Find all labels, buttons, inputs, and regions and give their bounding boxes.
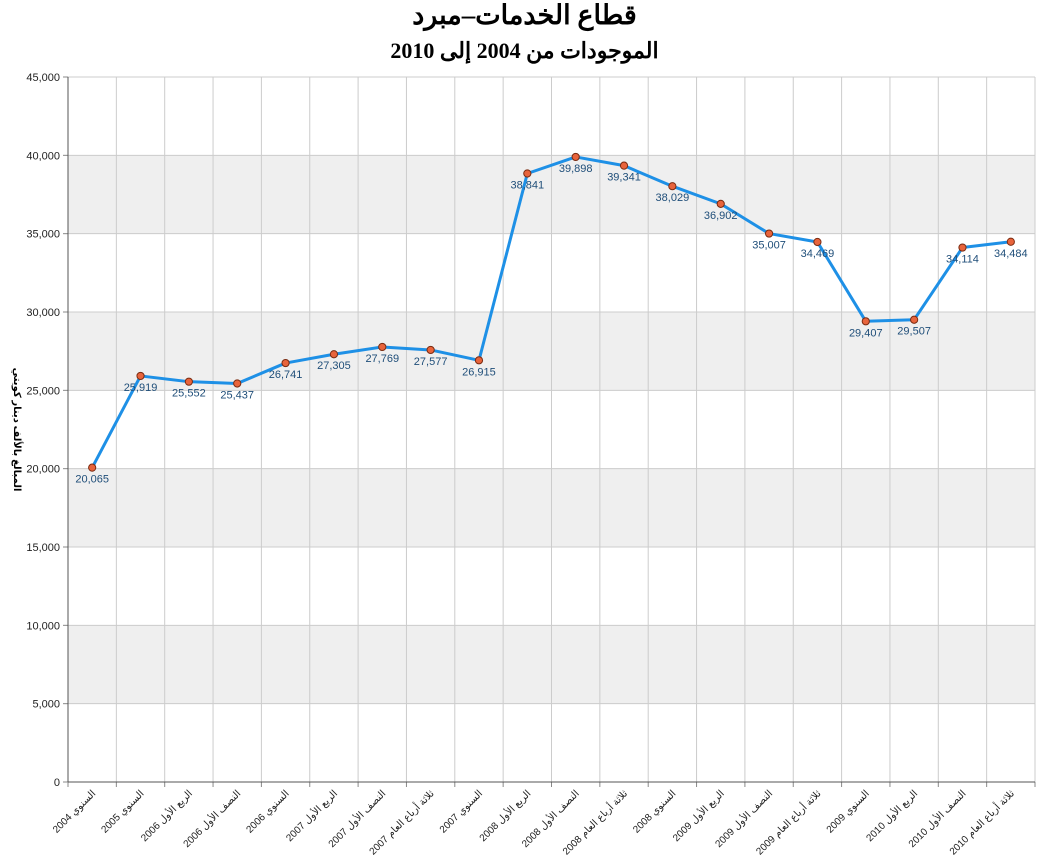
data-label: 34,469 [801,248,835,260]
data-label: 39,341 [607,172,641,184]
data-label: 27,305 [317,360,351,372]
x-tick-label: الربع الأول 2008 [476,787,533,844]
data-point [716,199,725,208]
data-point [764,229,774,238]
x-tick-label: السنوي 2004 [51,788,98,835]
data-point [184,377,193,386]
data-label: 25,437 [220,389,254,401]
y-tick-label: 30,000 [26,307,60,319]
x-tick-label: الربع الأول 2006 [138,787,195,844]
data-label: 25,552 [172,388,206,400]
data-label: 25,919 [124,382,158,394]
data-label: 36,902 [704,210,738,222]
data-point [571,152,580,162]
data-point [910,315,919,324]
data-point [378,342,387,352]
data-point [281,358,290,368]
chart-subtitle: الموجودات من 2004 إلى 2010 [390,38,659,63]
data-label: 27,769 [365,353,399,365]
data-label: 35,007 [752,240,786,252]
y-tick-label: 40,000 [26,150,60,162]
data-label: 38,841 [510,179,544,191]
data-point [619,161,629,170]
data-point [136,371,145,381]
data-label: 29,407 [849,327,883,339]
data-point [426,345,435,355]
data-label: 39,898 [559,163,593,175]
data-point [88,463,97,472]
data-label: 29,507 [897,326,931,338]
y-tick-label: 0 [54,777,60,789]
chart-title: قطاع الخدمات–مبرد [412,0,637,30]
y-tick-label: 10,000 [26,620,60,632]
data-point [958,243,967,252]
data-point [329,350,339,359]
y-tick-label: 20,000 [26,464,60,476]
data-point [1006,237,1015,246]
y-tick-label: 45,000 [26,72,60,84]
y-tick-label: 15,000 [26,542,60,554]
x-tick-label: السنوي 2006 [244,788,291,835]
y-tick-label: 25,000 [26,385,60,397]
x-tick-label: الربع الأول 2007 [283,787,340,844]
data-point [813,237,822,247]
data-point [668,182,677,191]
x-tick-label: السنوي 2009 [825,788,872,835]
x-tick-label: السنوي 2005 [99,788,146,835]
data-label: 26,741 [269,369,303,381]
data-label: 34,114 [946,254,979,266]
x-tick-label: الربع الأول 2010 [863,787,920,844]
data-point [523,169,532,178]
data-label: 34,484 [994,248,1028,260]
y-tick-label: 5,000 [32,699,60,711]
data-point [861,317,870,326]
y-tick-label: 35,000 [26,229,60,241]
data-point [233,379,242,388]
x-tick-label: السنوي 2008 [631,788,678,835]
x-tick-label: الربع الأول 2009 [670,787,727,844]
series-line [90,155,1012,469]
data-label: 20,065 [75,474,109,486]
data-point [474,356,484,365]
x-tick-label: السنوي 2007 [438,788,485,835]
data-label: 38,029 [656,192,690,204]
y-axis-label: المبالغ بالألف دينار كويتي [11,368,24,492]
data-label: 26,915 [462,366,496,378]
data-label: 27,577 [414,356,448,368]
